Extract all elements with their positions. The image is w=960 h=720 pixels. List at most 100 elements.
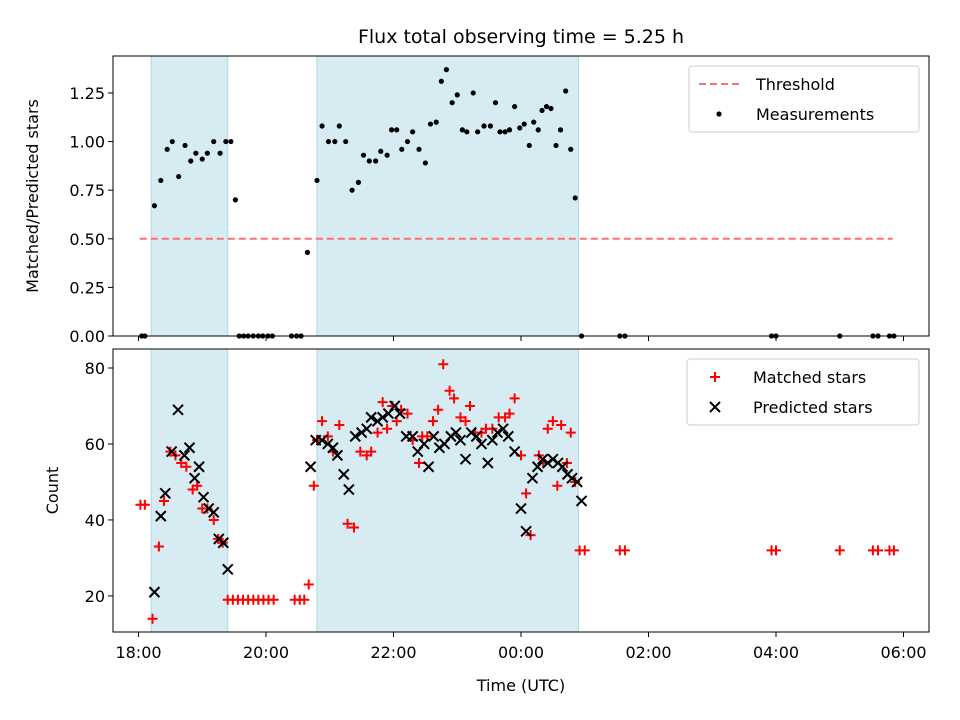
measurement-point — [481, 123, 487, 129]
y-tick-label: 0.25 — [69, 278, 105, 297]
y-axis-label: Count — [43, 467, 62, 515]
matched-star-point — [366, 446, 377, 457]
predicted-star-point — [376, 411, 389, 424]
matched-star-point — [547, 416, 558, 427]
matched-star-point — [355, 446, 366, 457]
matched-star-point — [303, 579, 314, 590]
measurement-point — [563, 88, 569, 94]
observing-interval — [316, 55, 579, 337]
matched-star-point — [771, 545, 781, 556]
predicted-star-point — [331, 449, 344, 462]
matched-star-point — [334, 419, 345, 430]
matched-star-point — [565, 427, 576, 438]
x-tick-label: 02:00 — [625, 643, 671, 662]
predicted-star-point — [304, 461, 317, 473]
predicted-star-point — [197, 491, 210, 503]
legend-measurement-swatch — [716, 111, 722, 117]
predicted-star-point — [165, 445, 178, 458]
measurement-point — [572, 195, 578, 201]
legend-matched-swatch — [710, 372, 720, 382]
measurement-point — [332, 138, 338, 145]
predicted-star-point — [486, 434, 499, 446]
y-tick-label: 80 — [85, 359, 105, 378]
measurement-point — [506, 127, 513, 133]
predicted-star-point — [361, 423, 373, 435]
measurement-point — [151, 203, 158, 209]
measurement-point — [164, 146, 170, 152]
predicted-star-point — [459, 453, 472, 465]
matched-star-point — [208, 514, 219, 525]
measurement-point — [343, 138, 349, 145]
measurement-point — [548, 105, 554, 112]
predicted-star-point — [571, 476, 583, 488]
measurement-point — [394, 127, 400, 133]
measurement-point — [199, 156, 205, 162]
observing-interval — [316, 348, 579, 633]
y-tick-label: 1.25 — [69, 84, 105, 103]
x-tick-label: 04:00 — [753, 643, 799, 662]
measurement-point — [492, 100, 499, 106]
measurement-point — [502, 129, 508, 135]
predicted-star-point — [394, 407, 406, 420]
matched-star-point — [268, 594, 279, 605]
predicted-star-point — [418, 438, 430, 450]
measurement-point — [384, 152, 390, 158]
predicted-star-point — [482, 457, 494, 469]
matched-star-point — [153, 541, 164, 552]
matched-star-point — [873, 545, 883, 556]
matched-star-point — [377, 397, 388, 408]
measurement-point — [459, 127, 465, 133]
predicted-star-point — [450, 426, 462, 439]
measurement-point — [366, 158, 372, 164]
measurement-point — [193, 150, 199, 156]
matched-star-point — [455, 412, 466, 423]
predicted-star-point — [316, 434, 328, 446]
legend-frame — [686, 358, 920, 426]
y-tick-label: 60 — [85, 435, 105, 454]
predicted-star-point — [188, 472, 201, 484]
observing-interval — [150, 55, 229, 337]
measurement-point — [304, 249, 311, 255]
predicted-star-point — [475, 438, 488, 450]
matched-star-point — [402, 408, 413, 419]
matched-star-point — [834, 545, 845, 556]
measurement-point — [517, 125, 523, 131]
predicted-star-point — [454, 434, 467, 446]
legend-label: Predicted stars — [753, 398, 873, 417]
predicted-star-point — [349, 430, 361, 443]
measurement-point — [427, 121, 434, 127]
y-tick-label: 20 — [85, 587, 105, 606]
measurement-point — [158, 177, 164, 184]
y-tick-label: 0.00 — [69, 327, 105, 346]
predicted-star-point — [508, 445, 521, 458]
measurement-point — [454, 92, 460, 98]
predicted-star-point — [217, 537, 229, 549]
x-tick-label: 18:00 — [115, 643, 161, 662]
measurement-point — [325, 138, 332, 145]
predicted-star-point — [422, 461, 435, 473]
measurement-point — [539, 107, 545, 114]
measurement-point — [543, 103, 550, 110]
matched-star-point — [192, 480, 203, 491]
measurement-point — [512, 103, 518, 110]
measurement-point — [470, 90, 476, 96]
legend-label: Matched stars — [753, 368, 866, 387]
matched-star-point — [414, 457, 424, 468]
matched-star-point — [433, 404, 444, 415]
legend: Matched stars Predicted stars — [686, 358, 920, 426]
measurement-point — [176, 173, 182, 180]
measurement-point — [443, 67, 450, 73]
y-tick-label: 0.75 — [69, 181, 105, 200]
x-tick-label: 20:00 — [243, 643, 289, 662]
matched-star-point — [542, 423, 553, 434]
predicted-star-point — [406, 430, 419, 443]
predicted-star-point — [172, 404, 184, 416]
predicted-star-point — [222, 563, 234, 576]
measurement-point — [526, 142, 532, 149]
x-tick-label: 06:00 — [880, 643, 926, 662]
measurement-point — [464, 129, 470, 135]
y-tick-label: 0.50 — [69, 230, 105, 249]
matched-star-point — [444, 385, 455, 396]
measurement-point — [336, 123, 342, 129]
predicted-star-point — [497, 423, 509, 435]
